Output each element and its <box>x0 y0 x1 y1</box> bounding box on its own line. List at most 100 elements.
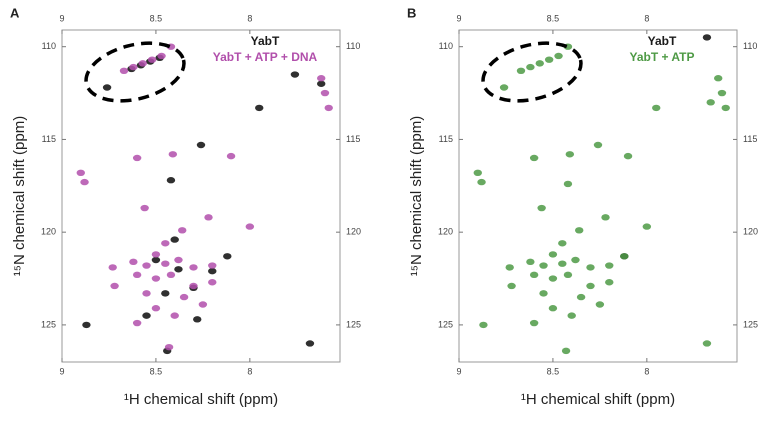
panel: A 9 9 8.5 8.5 8 8 110 110 115 115 120 120 125 125 YabT Y… <box>10 5 361 408</box>
peak <box>561 347 571 355</box>
peak <box>223 253 232 260</box>
y-axis-label: ¹⁵N chemical shift (ppm) <box>408 116 425 276</box>
y-tick-label: 110 <box>743 41 757 51</box>
peak <box>76 169 85 177</box>
y-tick-label: 115 <box>42 134 56 144</box>
peak <box>317 80 326 87</box>
y-tick-label: 115 <box>439 134 453 144</box>
peak <box>164 343 174 351</box>
peak <box>507 282 516 290</box>
peak <box>605 279 614 286</box>
peak <box>717 89 727 97</box>
y-axis-label: ¹⁵N chemical shift (ppm) <box>11 116 28 276</box>
peak <box>168 151 178 158</box>
peak <box>151 256 161 264</box>
peak <box>317 75 326 82</box>
y-tick-label: 110 <box>439 41 453 51</box>
peak <box>567 312 576 319</box>
peak <box>290 71 300 78</box>
peak <box>226 152 236 160</box>
peak <box>157 52 166 60</box>
peak <box>544 56 554 63</box>
peak <box>499 84 509 91</box>
peak <box>189 282 198 290</box>
y-tick-label: 120 <box>41 227 56 237</box>
peak <box>132 271 142 279</box>
peak <box>548 275 558 282</box>
peak <box>151 275 161 282</box>
peak <box>526 63 535 71</box>
peak <box>479 321 488 329</box>
peak <box>548 305 558 312</box>
peak <box>166 271 176 279</box>
peak <box>505 264 514 271</box>
peak <box>174 266 183 273</box>
peak <box>702 34 712 41</box>
peak <box>140 204 149 212</box>
x-tick-label: 9 <box>456 13 461 23</box>
peak <box>178 227 187 234</box>
y-tick-label: 110 <box>346 41 360 51</box>
peak <box>586 282 595 290</box>
peak <box>535 60 544 67</box>
peak <box>652 104 661 112</box>
legend-entry: YabT <box>251 34 280 48</box>
peak <box>142 262 151 269</box>
y-tick-label: 120 <box>438 227 453 237</box>
peak <box>305 340 315 347</box>
peak <box>565 151 575 158</box>
peak <box>721 104 730 112</box>
peak <box>714 75 723 82</box>
x-tick-label: 8 <box>247 13 252 23</box>
peak <box>548 251 558 258</box>
peak <box>166 177 176 184</box>
peak <box>170 312 179 319</box>
peak <box>142 312 151 319</box>
peak <box>537 204 546 212</box>
peak <box>151 305 161 312</box>
x-tick-label: 8 <box>247 366 252 376</box>
y-tick-label: 125 <box>438 319 453 329</box>
peak <box>526 258 535 266</box>
peak <box>208 279 217 286</box>
y-tick-label: 125 <box>743 319 758 329</box>
legend-entry: YabT <box>648 34 677 48</box>
peak <box>554 52 563 60</box>
peak <box>255 104 264 112</box>
peak <box>119 67 129 75</box>
peak <box>102 84 112 91</box>
peak <box>138 60 147 67</box>
peak <box>539 262 548 269</box>
peak <box>198 301 208 308</box>
peak <box>576 293 586 301</box>
peak <box>193 316 202 323</box>
peak <box>539 290 548 297</box>
peak <box>473 169 482 177</box>
y-tick-label: 110 <box>42 41 56 51</box>
peak <box>179 293 189 301</box>
x-tick-label: 8.5 <box>547 366 560 376</box>
y-tick-label: 125 <box>41 319 56 329</box>
peak <box>174 256 183 264</box>
peak <box>142 290 151 297</box>
peak <box>108 264 117 271</box>
x-tick-label: 8.5 <box>150 366 163 376</box>
peak <box>642 223 652 230</box>
peak <box>571 256 580 264</box>
x-axis-label: ¹H chemical shift (ppm) <box>521 391 675 408</box>
peak <box>605 262 614 269</box>
peak <box>529 154 539 162</box>
y-tick-label: 120 <box>346 227 361 237</box>
peak <box>82 321 91 329</box>
x-tick-label: 9 <box>59 366 64 376</box>
panel-label: B <box>407 5 416 20</box>
highlight-ellipse <box>84 41 186 103</box>
peak <box>516 67 526 75</box>
peak <box>161 290 170 297</box>
peak <box>529 271 539 279</box>
peak <box>161 260 170 267</box>
peak <box>563 271 573 279</box>
peak <box>245 223 255 230</box>
peak <box>586 264 595 271</box>
